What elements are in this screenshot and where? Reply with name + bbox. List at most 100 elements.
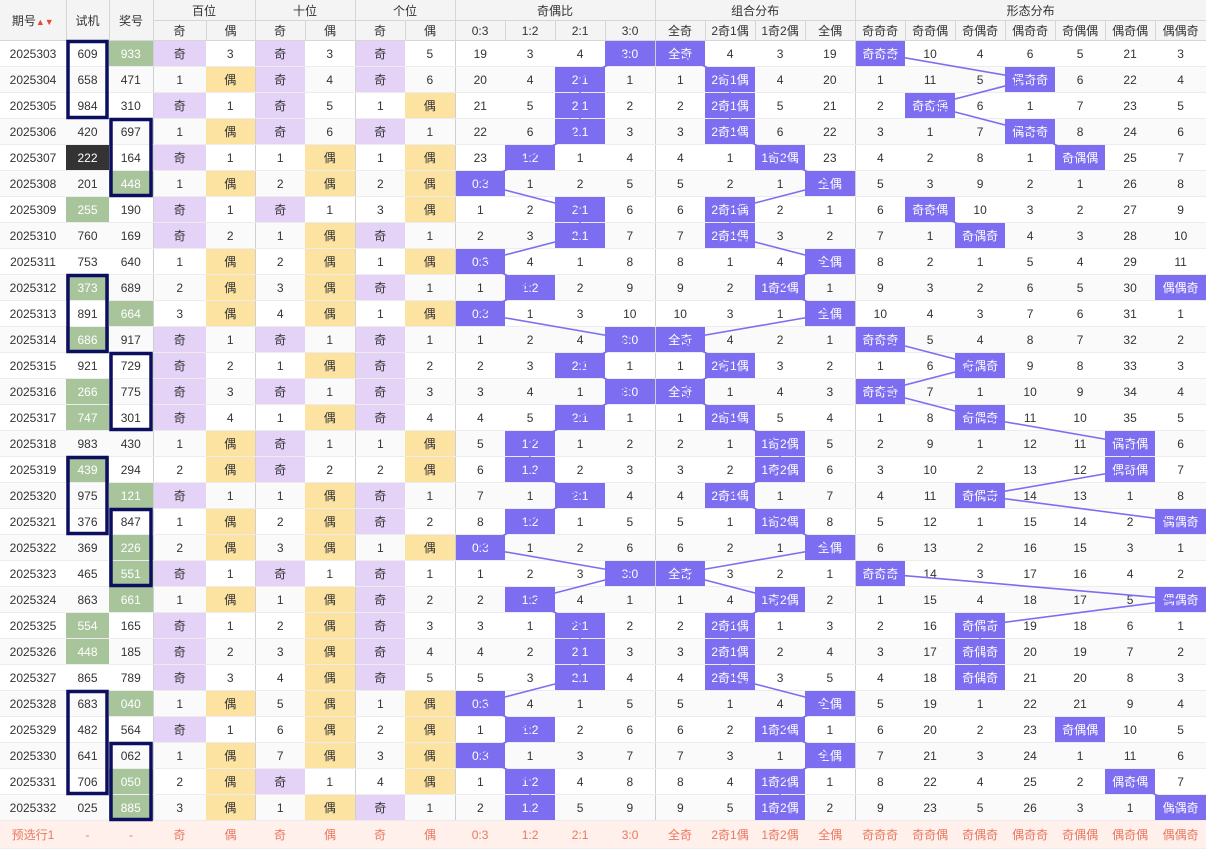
shape-miss-cell: 1 <box>854 66 906 93</box>
preselect-combo-option[interactable]: 全偶 <box>805 820 856 849</box>
preselect-shape-option[interactable]: 奇偶偶 <box>1055 820 1106 849</box>
preselect-row[interactable]: 预选行1- - 奇偶奇偶奇偶 0:3 1:2 2:1 3:0 全奇 2奇1偶 1奇2偶 全偶 奇奇奇奇… <box>0 820 1206 849</box>
preselect-oe-option[interactable]: 奇 <box>355 820 406 849</box>
tens-even-cell: 偶 <box>305 170 356 197</box>
shape-hit-cell: 偶偶奇 <box>1155 586 1206 613</box>
win-number-cell: 430 <box>109 430 153 457</box>
ratio-header: 奇偶比 <box>455 0 656 21</box>
hundreds-odd-miss-cell: 3 <box>152 794 206 821</box>
shape-subheader: 偶奇偶 <box>1105 20 1156 41</box>
units-even-miss-cell: 4 <box>405 404 456 431</box>
combo-hit-cell: 全奇 <box>654 40 706 67</box>
shape-miss-cell: 17 <box>1005 560 1056 587</box>
tens-odd-miss-cell: 2 <box>254 170 306 197</box>
issue-cell: 2025307 <box>0 144 66 171</box>
units-even-miss-cell: 3 <box>405 612 456 639</box>
test-number-cell: 373 <box>66 274 109 301</box>
tens-odd-miss-cell: 1 <box>254 352 306 379</box>
ratio-miss-cell: 3 <box>605 456 656 483</box>
preselect-oe-option[interactable]: 奇 <box>255 820 306 849</box>
test-number-cell: 706 <box>66 768 109 795</box>
preselect-ratio-option[interactable]: 1:2 <box>505 820 556 849</box>
preselect-ratio-option[interactable]: 2:1 <box>555 820 606 849</box>
preselect-shape-option[interactable]: 奇偶奇 <box>955 820 1006 849</box>
shape-miss-cell: 8 <box>955 144 1006 171</box>
shape-miss-cell: 11 <box>1005 404 1056 431</box>
units-even-miss-cell: 2 <box>405 352 456 379</box>
combo-miss-cell: 4 <box>705 326 756 353</box>
shape-miss-cell: 4 <box>955 40 1006 67</box>
preselect-combo-option[interactable]: 1奇2偶 <box>755 820 806 849</box>
issue-cell: 2025314 <box>0 326 66 353</box>
combo-miss-cell: 3 <box>755 664 806 691</box>
combo-miss-cell: 5 <box>755 92 806 119</box>
tens-even-cell: 偶 <box>305 352 356 379</box>
win-number-cell: 062 <box>109 742 153 769</box>
shape-miss-cell: 12 <box>1055 456 1106 483</box>
preselect-shape-option[interactable]: 奇奇偶 <box>905 820 956 849</box>
shape-miss-cell: 14 <box>1005 482 1056 509</box>
units-odd-cell: 奇 <box>354 508 406 535</box>
test-number-cell: 465 <box>66 560 109 587</box>
ratio-miss-cell: 1 <box>454 768 506 795</box>
table-row: 2025308 201 448 1 偶 2 偶 2 偶 0:3 1 2 5 5 2 1 全偶 5 3 9 2 1 26 8 <box>0 170 1206 197</box>
preselect-shape-option[interactable]: 偶偶奇 <box>1155 820 1206 849</box>
units-even-miss-cell: 1 <box>405 222 456 249</box>
preselect-oe-option[interactable]: 奇 <box>153 820 206 849</box>
ratio-miss-cell: 1 <box>605 586 656 613</box>
preselect-oe-option[interactable]: 偶 <box>305 820 356 849</box>
preselect-shape-option[interactable]: 偶奇偶 <box>1105 820 1156 849</box>
ratio-miss-cell: 2 <box>555 170 606 197</box>
combo-hit-cell: 1奇2偶 <box>755 586 806 613</box>
shape-miss-cell: 18 <box>905 664 956 691</box>
ratio-hit-cell: 2:1 <box>555 118 606 145</box>
ratio-hit-cell: 1:2 <box>505 456 556 483</box>
shape-miss-cell: 5 <box>955 66 1006 93</box>
test-number-cell: 863 <box>66 586 109 613</box>
hundreds-even-cell: 偶 <box>206 768 256 795</box>
ratio-miss-cell: 4 <box>555 40 606 67</box>
test-header: 试机 <box>66 0 110 41</box>
table-row: 2025310 760 169 奇 2 1 偶奇 1 2 3 2:1 7 7 2奇1偶 3 2 7 1 奇偶奇 4 3 2… <box>0 222 1206 249</box>
shape-miss-cell: 24 <box>1005 742 1056 769</box>
combo-miss-cell: 6 <box>755 118 806 145</box>
combo-miss-cell: 4 <box>755 378 806 405</box>
tens-even-miss-cell: 4 <box>305 66 356 93</box>
units-odd-cell: 奇 <box>354 586 406 613</box>
combo-miss-cell: 5 <box>805 664 856 691</box>
issue-cell: 2025317 <box>0 404 66 431</box>
shape-miss-cell: 9 <box>1105 690 1156 717</box>
hundreds-odd-miss-cell: 2 <box>152 274 206 301</box>
preselect-combo-option[interactable]: 2奇1偶 <box>705 820 756 849</box>
preselect-oe-option[interactable]: 偶 <box>405 820 456 849</box>
combo-miss-cell: 8 <box>805 508 856 535</box>
hundreds-even-miss-cell: 2 <box>206 638 256 665</box>
shape-miss-cell: 5 <box>955 794 1006 821</box>
issue-cell: 2025308 <box>0 170 66 197</box>
preselect-shape-option[interactable]: 偶奇奇 <box>1005 820 1056 849</box>
preselect-ratio-option[interactable]: 0:3 <box>455 820 506 849</box>
preselect-combo-option[interactable]: 全奇 <box>655 820 706 849</box>
table-row: 2025321 376 847 1 偶 2 偶奇 2 8 1:2 1 5 5 1 1奇2偶 8 5 12 1 15 14… <box>0 508 1206 535</box>
shape-miss-cell: 1 <box>955 690 1006 717</box>
issue-cell: 2025320 <box>0 482 66 509</box>
hundreds-odd-cell: 奇 <box>152 40 206 67</box>
preselect-shape-option[interactable]: 奇奇奇 <box>855 820 906 849</box>
combo-miss-cell: 2 <box>705 456 756 483</box>
ratio-miss-cell: 1 <box>454 196 506 223</box>
units-odd-cell: 奇 <box>354 40 406 67</box>
combo-miss-cell: 2 <box>705 274 756 301</box>
preselect-ratio-option[interactable]: 3:0 <box>605 820 656 849</box>
units-even-miss-cell: 1 <box>405 794 456 821</box>
sort-arrows-icon[interactable]: ▲▼ <box>35 16 54 27</box>
preselect-oe-option[interactable]: 偶 <box>206 820 256 849</box>
hundreds-even-miss-cell: 1 <box>206 92 256 119</box>
issue-header[interactable]: 期号▲▼ <box>0 0 67 41</box>
combo-miss-cell: 4 <box>805 404 856 431</box>
shape-miss-cell: 10 <box>1055 404 1106 431</box>
units-odd-miss-cell: 3 <box>354 196 406 223</box>
test-number-cell: 448 <box>66 638 109 665</box>
shape-miss-cell: 9 <box>955 170 1006 197</box>
shape-miss-cell: 1 <box>955 430 1006 457</box>
ratio-miss-cell: 2 <box>505 196 556 223</box>
